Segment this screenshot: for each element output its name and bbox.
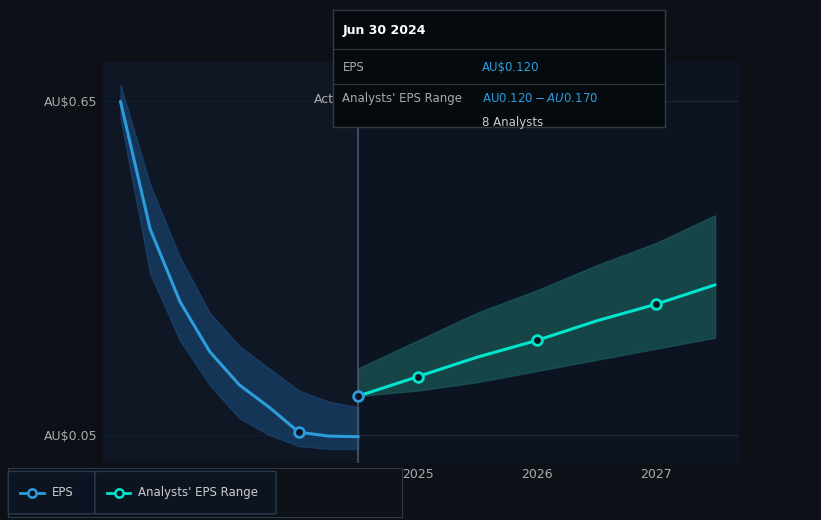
FancyBboxPatch shape [8, 472, 95, 514]
Text: Analysts Forecasts: Analysts Forecasts [363, 93, 479, 106]
Text: AU$0.120: AU$0.120 [482, 61, 539, 74]
Text: 8 Analysts: 8 Analysts [482, 115, 544, 128]
Text: EPS: EPS [52, 486, 73, 499]
Text: Analysts' EPS Range: Analysts' EPS Range [342, 93, 462, 105]
Text: Jun 30 2024: Jun 30 2024 [342, 24, 426, 37]
Text: Actual: Actual [314, 93, 354, 106]
Text: Analysts' EPS Range: Analysts' EPS Range [138, 486, 259, 499]
Bar [103, 62, 358, 463]
FancyBboxPatch shape [95, 472, 276, 514]
Text: AU$0.120 - AU$0.170: AU$0.120 - AU$0.170 [482, 93, 599, 105]
Text: EPS: EPS [342, 61, 365, 74]
